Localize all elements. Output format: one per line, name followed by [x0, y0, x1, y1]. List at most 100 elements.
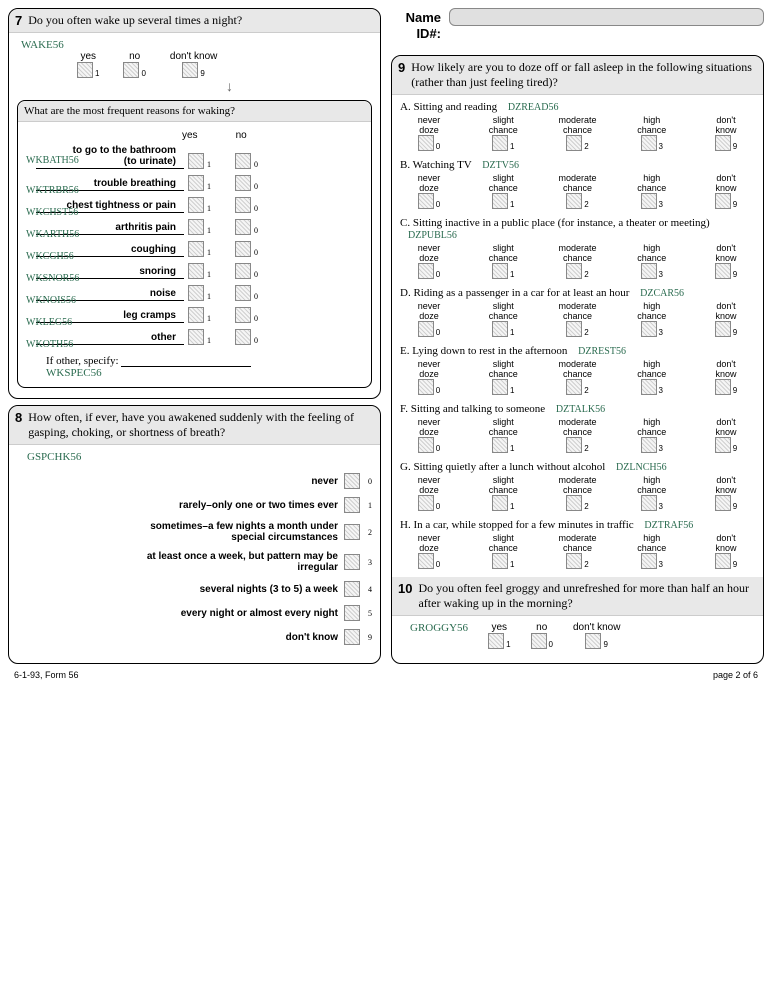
- likert-checkbox[interactable]: [566, 321, 582, 337]
- reason-no-sub: 0: [254, 160, 258, 169]
- likert-checkbox[interactable]: [418, 135, 434, 151]
- q10-no-checkbox[interactable]: [531, 633, 547, 649]
- situation-label: C. Sitting inactive in a public place (f…: [400, 217, 755, 241]
- reason-yes-sub: 1: [207, 292, 211, 301]
- likert-checkbox[interactable]: [418, 553, 434, 569]
- likert-col: moderatechance2: [553, 243, 603, 279]
- likert-sub: 1: [510, 200, 514, 209]
- likert-checkbox[interactable]: [492, 135, 508, 151]
- q7-no-checkbox[interactable]: [123, 62, 139, 78]
- footer-left: 6-1-93, Form 56: [14, 670, 79, 680]
- reason-yes-checkbox[interactable]: [188, 241, 204, 257]
- likert-checkbox[interactable]: [492, 193, 508, 209]
- likert-l2: doze: [404, 543, 454, 553]
- reason-yes-checkbox[interactable]: [188, 175, 204, 191]
- q7-inner-title: What are the most frequent reasons for w…: [18, 101, 371, 122]
- likert-l1: high: [627, 359, 677, 369]
- likert-checkbox[interactable]: [715, 379, 731, 395]
- likert-checkbox[interactable]: [715, 495, 731, 511]
- likert-checkbox[interactable]: [418, 437, 434, 453]
- reason-yes-checkbox[interactable]: [188, 263, 204, 279]
- q8-option-checkbox[interactable]: [344, 629, 360, 645]
- situation: B. Watching TV DZTV56neverdoze0slightcha…: [400, 159, 755, 209]
- name-input[interactable]: [449, 8, 764, 26]
- likert-checkbox[interactable]: [641, 379, 657, 395]
- likert-sub: 2: [584, 444, 588, 453]
- likert-checkbox[interactable]: [566, 437, 582, 453]
- q7-dk-label: don't know: [170, 51, 218, 62]
- likert-checkbox[interactable]: [715, 553, 731, 569]
- situation-label: A. Sitting and reading DZREAD56: [400, 101, 755, 113]
- reason-yes-checkbox[interactable]: [188, 329, 204, 345]
- q7-yn-yes: yes: [182, 130, 198, 141]
- likert-l2: chance: [553, 427, 603, 437]
- reason-yes-checkbox[interactable]: [188, 307, 204, 323]
- likert-checkbox[interactable]: [418, 321, 434, 337]
- reason-yes-checkbox[interactable]: [188, 197, 204, 213]
- reason-no-checkbox[interactable]: [235, 197, 251, 213]
- reason-no-checkbox[interactable]: [235, 307, 251, 323]
- likert-checkbox[interactable]: [492, 321, 508, 337]
- likert-checkbox[interactable]: [641, 321, 657, 337]
- likert-checkbox[interactable]: [566, 135, 582, 151]
- likert-l2: chance: [478, 485, 528, 495]
- q8-code: GSPCHK56: [27, 451, 372, 463]
- situation-label: E. Lying down to rest in the afternoon D…: [400, 345, 755, 357]
- likert-col: moderatechance2: [553, 475, 603, 511]
- likert-checkbox[interactable]: [492, 263, 508, 279]
- likert-checkbox[interactable]: [418, 379, 434, 395]
- likert-l1: moderate: [553, 417, 603, 427]
- reason-no-sub: 0: [254, 248, 258, 257]
- likert-checkbox[interactable]: [566, 379, 582, 395]
- q8-option-checkbox[interactable]: [344, 473, 360, 489]
- likert-col: neverdoze0: [404, 243, 454, 279]
- reason-no-checkbox[interactable]: [235, 263, 251, 279]
- likert-checkbox[interactable]: [492, 553, 508, 569]
- likert-checkbox[interactable]: [641, 495, 657, 511]
- likert-checkbox[interactable]: [566, 495, 582, 511]
- reason-no-checkbox[interactable]: [235, 153, 251, 169]
- reason-no-checkbox[interactable]: [235, 241, 251, 257]
- likert-checkbox[interactable]: [418, 263, 434, 279]
- likert-checkbox[interactable]: [492, 437, 508, 453]
- likert-checkbox[interactable]: [566, 193, 582, 209]
- q8-text: How often, if ever, have you awakened su…: [28, 410, 374, 440]
- q8-option-checkbox[interactable]: [344, 554, 360, 570]
- likert-checkbox[interactable]: [641, 193, 657, 209]
- reason-no-checkbox[interactable]: [235, 285, 251, 301]
- q7-dk-checkbox[interactable]: [182, 62, 198, 78]
- footer: 6-1-93, Form 56 page 2 of 6: [8, 670, 764, 680]
- likert-checkbox[interactable]: [715, 437, 731, 453]
- likert-checkbox[interactable]: [715, 135, 731, 151]
- q10-yes-checkbox[interactable]: [488, 633, 504, 649]
- q8-option-checkbox[interactable]: [344, 581, 360, 597]
- reason-row: WKARTH56arthritis pain10: [26, 219, 363, 235]
- likert-checkbox[interactable]: [492, 495, 508, 511]
- likert-checkbox[interactable]: [418, 495, 434, 511]
- likert-checkbox[interactable]: [715, 321, 731, 337]
- likert-checkbox[interactable]: [641, 553, 657, 569]
- reason-no-sub: 0: [254, 292, 258, 301]
- q7-yes-checkbox[interactable]: [77, 62, 93, 78]
- reason-no-checkbox[interactable]: [235, 329, 251, 345]
- likert-checkbox[interactable]: [566, 263, 582, 279]
- reason-yes-checkbox[interactable]: [188, 153, 204, 169]
- reason-yes-checkbox[interactable]: [188, 285, 204, 301]
- likert-checkbox[interactable]: [715, 263, 731, 279]
- likert-checkbox[interactable]: [715, 193, 731, 209]
- reason-no-checkbox[interactable]: [235, 175, 251, 191]
- reason-no-checkbox[interactable]: [235, 219, 251, 235]
- q8-option-checkbox[interactable]: [344, 497, 360, 513]
- q8-option-checkbox[interactable]: [344, 524, 360, 540]
- likert-checkbox[interactable]: [641, 263, 657, 279]
- likert-checkbox[interactable]: [566, 553, 582, 569]
- reason-yes-checkbox[interactable]: [188, 219, 204, 235]
- likert-checkbox[interactable]: [492, 379, 508, 395]
- q10-dk-checkbox[interactable]: [585, 633, 601, 649]
- likert-checkbox[interactable]: [641, 135, 657, 151]
- likert-checkbox[interactable]: [418, 193, 434, 209]
- q7-specify-line[interactable]: [121, 355, 251, 367]
- likert-checkbox[interactable]: [641, 437, 657, 453]
- likert-row: neverdoze0slightchance1moderatechance2hi…: [400, 173, 755, 209]
- q8-option-checkbox[interactable]: [344, 605, 360, 621]
